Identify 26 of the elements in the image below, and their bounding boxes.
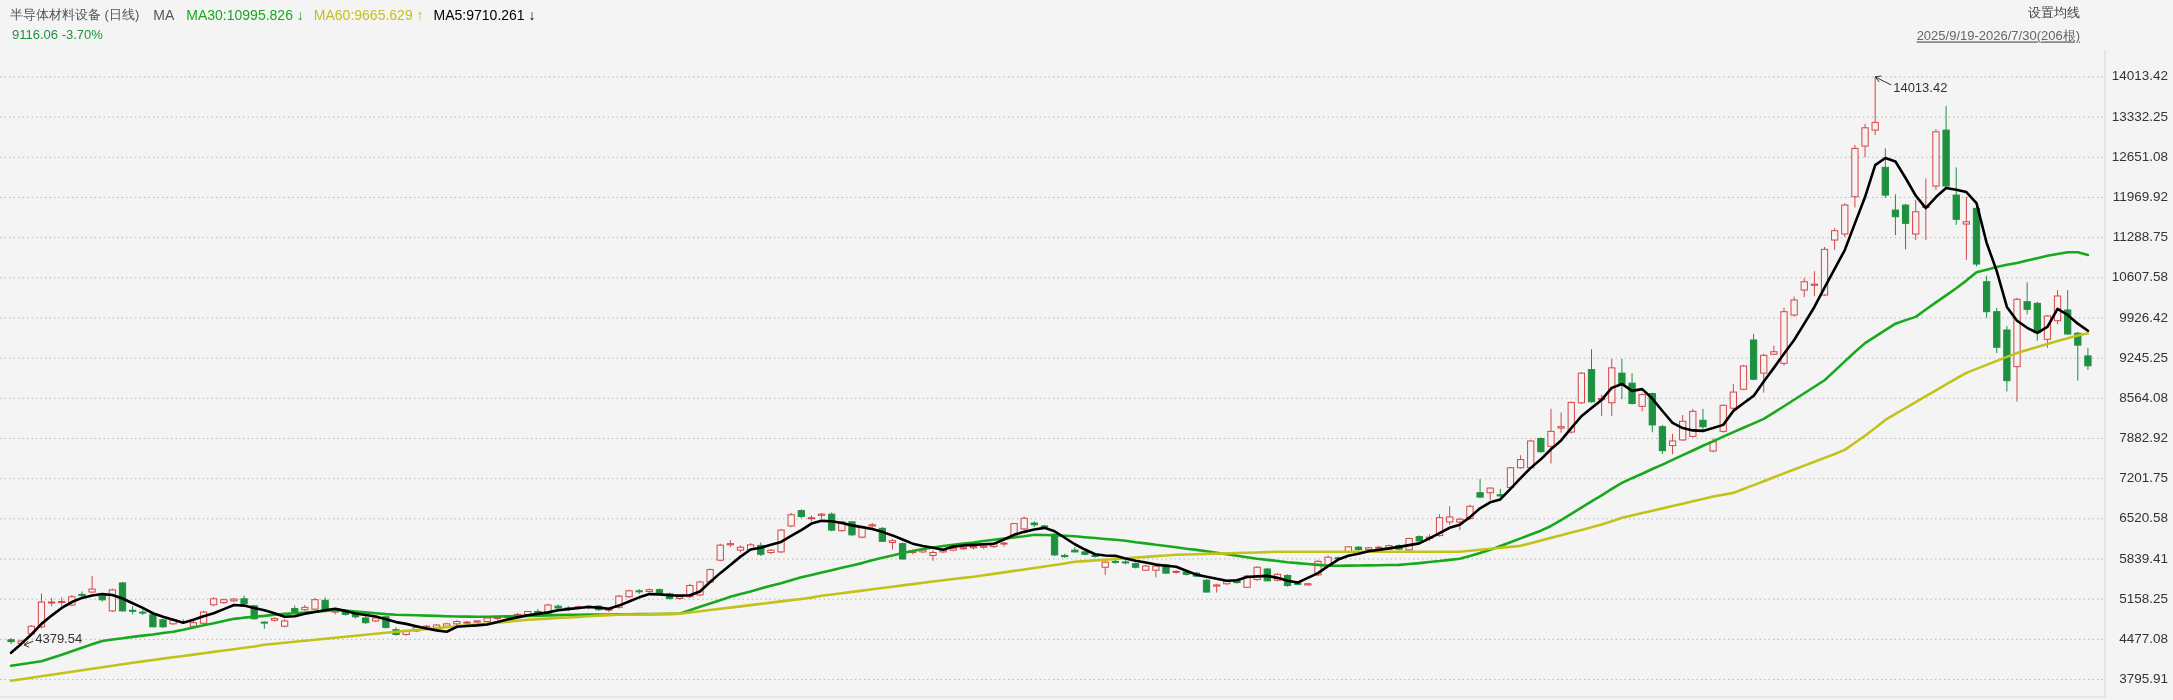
annotation: 4379.54 — [35, 630, 83, 646]
text: MA60:9665.629 ↑ — [313, 6, 424, 23]
text: MA30:10995.826 ↓ — [186, 6, 304, 23]
y-tick-label: 4477.08 — [2119, 630, 2168, 646]
y-tick-label: 11969.92 — [2112, 189, 2168, 205]
chart-title: 半导体材料设备 (日线) — [10, 7, 140, 23]
y-tick-label: 5158.25 — [2119, 590, 2168, 606]
text: 9116.06 -3.70% — [12, 27, 104, 43]
y-tick-label: 8564.08 — [2119, 389, 2168, 405]
text: MA5:9710.261 ↓ — [433, 6, 536, 23]
y-tick-label: 5839.41 — [2119, 550, 2168, 566]
annotation: 14013.42 — [1893, 80, 1948, 96]
y-tick-label: 7201.75 — [2119, 470, 2168, 486]
y-tick-label: 9245.25 — [2119, 349, 2168, 365]
y-tick-label: 10607.58 — [2111, 269, 2168, 285]
text: MA — [153, 6, 175, 23]
y-tick-label: 12651.08 — [2111, 148, 2168, 164]
y-tick-label: 7882.92 — [2119, 430, 2168, 446]
y-tick-label: 6520.58 — [2119, 510, 2168, 526]
text: 设置均线 — [2028, 5, 2080, 21]
y-tick-label: 14013.42 — [2111, 68, 2168, 84]
chart-subtitle: 2025/9/19-2026/7/30(206根) — [1916, 28, 2080, 44]
y-tick-label: 9926.42 — [2119, 309, 2168, 325]
y-tick-label: 11288.75 — [2112, 229, 2168, 245]
y-tick-label: 13332.25 — [2111, 108, 2168, 124]
y-tick-label: 3795.91 — [2119, 671, 2168, 687]
